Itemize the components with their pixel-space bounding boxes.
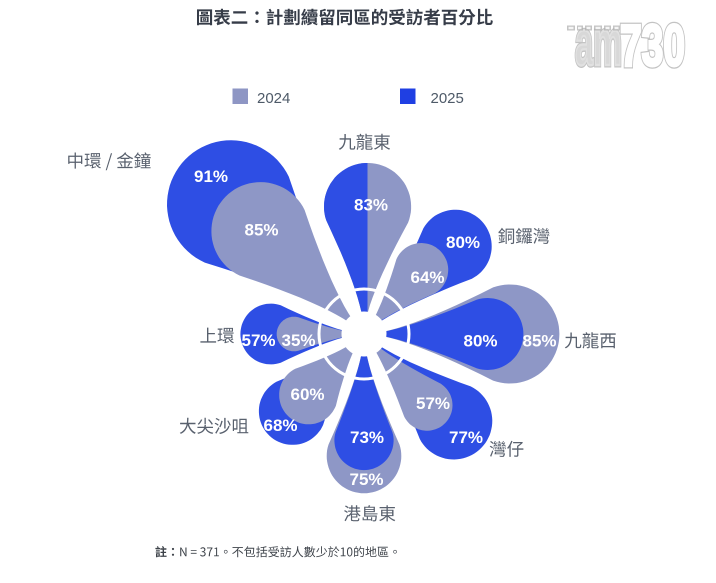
- svg-text:83%: 83%: [354, 195, 388, 214]
- svg-text:2025: 2025: [431, 90, 464, 107]
- svg-text:73%: 73%: [350, 428, 384, 447]
- svg-text:91%: 91%: [194, 167, 228, 186]
- svg-text:57%: 57%: [416, 394, 450, 413]
- svg-text:2024: 2024: [257, 90, 290, 107]
- svg-text:77%: 77%: [449, 428, 483, 447]
- svg-text:730: 730: [620, 14, 685, 79]
- svg-text:35%: 35%: [281, 331, 315, 350]
- svg-text:am: am: [575, 7, 622, 79]
- svg-text:60%: 60%: [290, 385, 324, 404]
- svg-text:85%: 85%: [522, 331, 556, 350]
- svg-text:730: 730: [620, 14, 685, 79]
- svg-text:am: am: [575, 7, 622, 79]
- svg-text:57%: 57%: [241, 331, 275, 350]
- svg-text:75%: 75%: [349, 470, 383, 489]
- svg-text:80%: 80%: [463, 331, 497, 350]
- svg-text:64%: 64%: [410, 268, 444, 287]
- svg-text:85%: 85%: [244, 220, 278, 239]
- svg-text:68%: 68%: [263, 416, 297, 435]
- svg-text:80%: 80%: [446, 233, 480, 252]
